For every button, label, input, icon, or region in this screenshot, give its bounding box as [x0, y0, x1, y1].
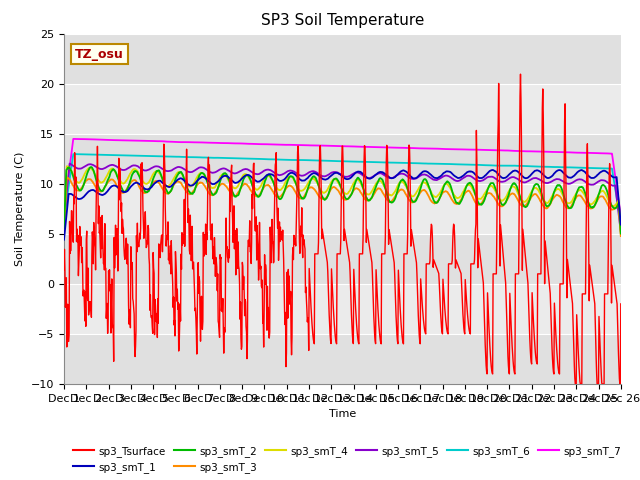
Bar [64, 234, 621, 284]
Bar [64, 334, 621, 384]
Bar [64, 184, 621, 234]
Text: TZ_osu: TZ_osu [75, 48, 124, 60]
Title: SP3 Soil Temperature: SP3 Soil Temperature [260, 13, 424, 28]
Bar [64, 84, 621, 134]
X-axis label: Time: Time [329, 409, 356, 419]
Bar [64, 34, 621, 84]
Legend: sp3_Tsurface, sp3_smT_1, sp3_smT_2, sp3_smT_3, sp3_smT_4, sp3_smT_5, sp3_smT_6, : sp3_Tsurface, sp3_smT_1, sp3_smT_2, sp3_… [69, 442, 625, 477]
Y-axis label: Soil Temperature (C): Soil Temperature (C) [15, 152, 26, 266]
Bar [64, 284, 621, 334]
Bar [64, 134, 621, 184]
